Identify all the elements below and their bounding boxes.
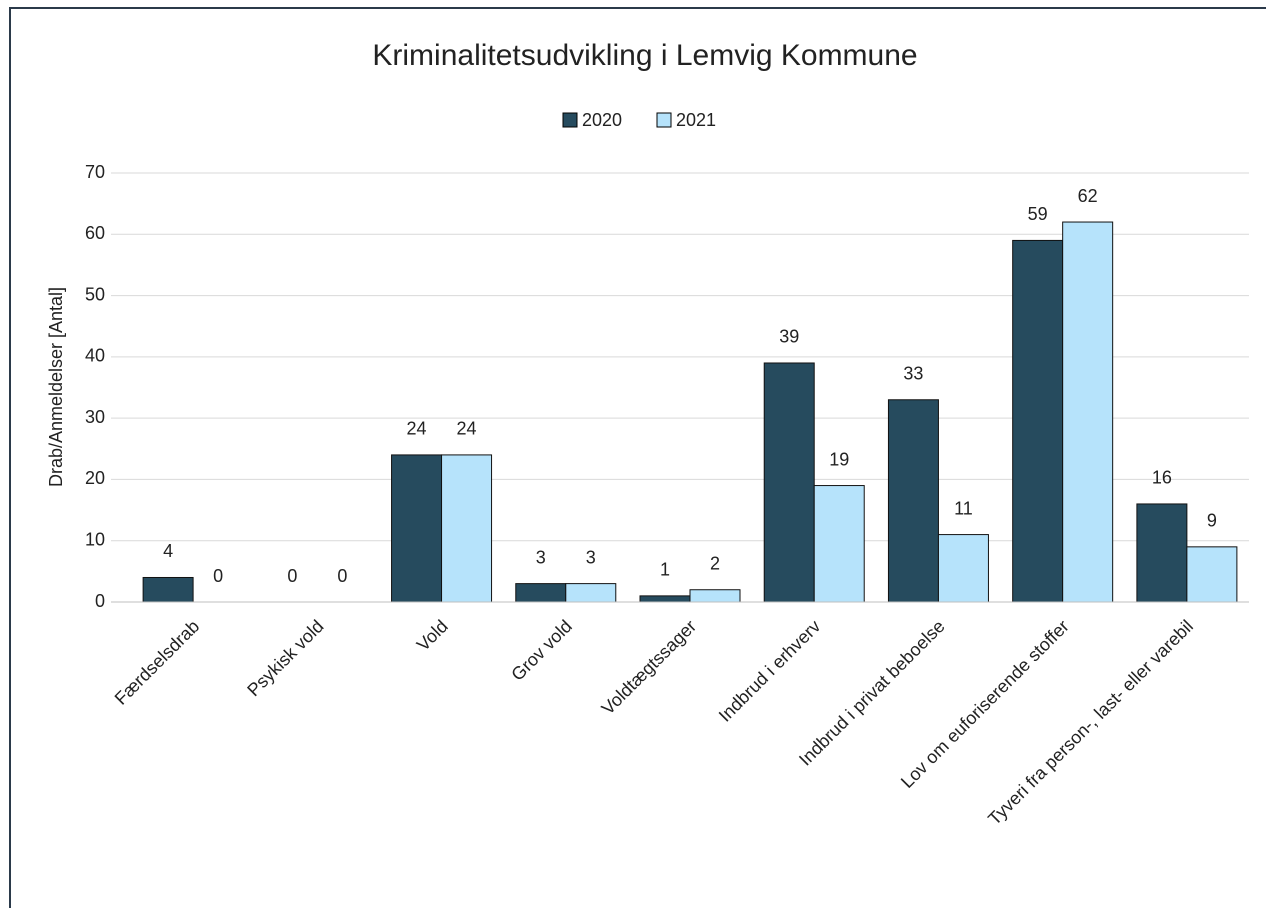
data-label: 19 [829, 449, 849, 469]
data-label: 24 [407, 419, 427, 439]
bar [1136, 503, 1188, 603]
data-label: 0 [337, 566, 347, 586]
x-tick-label: Grov vold [507, 616, 576, 685]
bar [1186, 546, 1238, 603]
data-label: 4 [163, 541, 173, 561]
legend-label: 2021 [676, 110, 716, 130]
x-tick-label: Indbrud i privat beboelse [795, 616, 949, 770]
x-tick-label: Vold [413, 616, 452, 655]
bar [937, 534, 989, 603]
bar [813, 485, 865, 603]
bar [142, 576, 194, 603]
y-tick-label: 60 [85, 223, 105, 243]
bar [1012, 239, 1064, 603]
data-label: 24 [457, 419, 477, 439]
data-label: 2 [710, 553, 720, 573]
y-tick-label: 20 [85, 468, 105, 488]
data-label: 0 [213, 566, 223, 586]
legend-swatch [562, 112, 578, 128]
bar [441, 454, 493, 603]
chart-border [9, 7, 1266, 908]
x-tick-label: Indbrud i erhverv [715, 616, 825, 726]
data-label: 62 [1078, 186, 1098, 206]
bar [565, 583, 617, 603]
bar [887, 399, 939, 603]
y-axis-title: Drab/Anmeldelser [Antal] [46, 287, 66, 487]
bar [763, 362, 815, 603]
x-tick-label: Psykisk vold [243, 616, 327, 700]
y-tick-label: 10 [85, 529, 105, 549]
x-tick-label: Voldtægtssager [598, 616, 701, 719]
x-tick-label: Tyveri fra person-, last- eller varebil [984, 616, 1197, 829]
bar [639, 595, 691, 603]
data-label: 3 [536, 547, 546, 567]
bar [391, 454, 443, 603]
data-label: 59 [1028, 204, 1048, 224]
data-label: 9 [1207, 511, 1217, 531]
data-label: 3 [586, 547, 596, 567]
data-label: 16 [1152, 468, 1172, 488]
y-tick-label: 0 [95, 591, 105, 611]
data-label: 0 [287, 566, 297, 586]
x-tick-label: Færdselsdrab [111, 616, 204, 709]
data-label: 11 [954, 498, 973, 518]
legend-swatch [656, 112, 672, 128]
chart-title: Kriminalitetsudvikling i Lemvig Kommune [372, 39, 917, 72]
legend-label: 2020 [582, 110, 622, 130]
bar [515, 583, 567, 603]
y-tick-label: 30 [85, 407, 105, 427]
y-tick-label: 40 [85, 346, 105, 366]
data-label: 39 [779, 327, 799, 347]
bar [689, 589, 741, 603]
data-label: 33 [903, 364, 923, 384]
y-tick-label: 70 [85, 162, 105, 182]
y-tick-label: 50 [85, 284, 105, 304]
data-label: 1 [660, 560, 670, 580]
bar [1062, 221, 1114, 603]
